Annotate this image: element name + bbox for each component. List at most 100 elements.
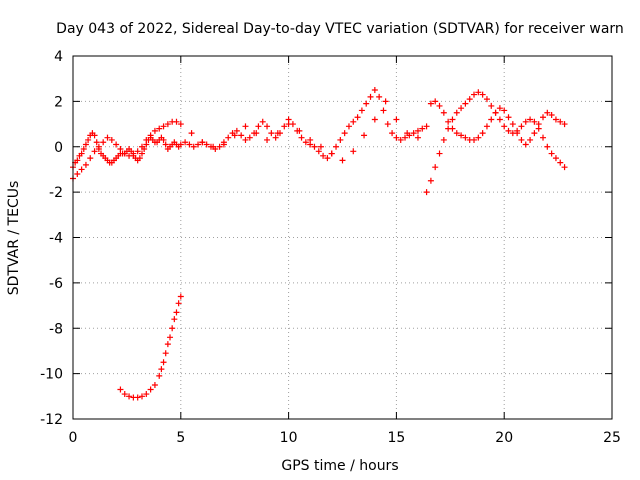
data-point: [337, 136, 344, 143]
data-point: [147, 132, 154, 139]
data-point: [151, 381, 158, 388]
data-point: [100, 139, 107, 146]
data-point: [544, 109, 551, 116]
data-point: [341, 130, 348, 137]
data-point: [138, 150, 145, 157]
data-point: [164, 121, 171, 128]
data-point: [320, 152, 327, 159]
data-point: [307, 136, 314, 143]
data-point: [188, 130, 195, 137]
data-point: [531, 130, 538, 137]
x-tick-label: 20: [495, 430, 513, 446]
data-point: [264, 136, 271, 143]
data-point: [367, 93, 374, 100]
data-point: [259, 118, 266, 125]
data-point: [210, 143, 217, 150]
data-point: [453, 130, 460, 137]
data-point: [87, 155, 94, 162]
data-point: [238, 132, 245, 139]
data-point: [253, 130, 260, 137]
data-point: [315, 148, 322, 155]
y-tick-label: -10: [40, 367, 63, 383]
data-point: [121, 150, 128, 157]
data-point: [535, 121, 542, 128]
data-point: [557, 118, 564, 125]
data-point: [167, 334, 174, 341]
data-point: [134, 148, 141, 155]
y-tick-label: -8: [49, 321, 63, 337]
data-point: [281, 123, 288, 130]
data-point: [203, 141, 210, 148]
data-point: [113, 141, 120, 148]
data-point: [445, 118, 452, 125]
data-point: [483, 123, 490, 130]
data-point: [436, 102, 443, 109]
data-point: [479, 91, 486, 98]
data-point: [423, 123, 430, 130]
data-point: [82, 141, 89, 148]
data-point: [548, 111, 555, 118]
data-point: [402, 134, 409, 141]
data-point: [93, 139, 100, 146]
data-point: [540, 114, 547, 121]
data-point: [264, 123, 271, 130]
data-point: [78, 166, 85, 173]
tick-labels: 0 5 10 15 20 25 -12 -10 -8 -6 -4 -2 0 2 4: [40, 49, 621, 446]
data-point: [427, 177, 434, 184]
data-point: [126, 393, 133, 400]
data-point: [527, 116, 534, 123]
data-point: [242, 123, 249, 130]
data-point: [414, 127, 421, 134]
data-point: [160, 136, 167, 143]
data-point: [488, 102, 495, 109]
data-point: [345, 123, 352, 130]
data-point: [274, 130, 281, 137]
data-point: [216, 143, 223, 150]
y-axis-label: SDTVAR / TECUs: [6, 181, 22, 296]
data-point: [397, 136, 404, 143]
data-point: [505, 114, 512, 121]
data-point: [328, 150, 335, 157]
data-point: [471, 91, 478, 98]
data-point: [432, 98, 439, 105]
chart-title: Day 043 of 2022, Sidereal Day-to-day VTE…: [56, 21, 624, 37]
data-point: [246, 134, 253, 141]
data-point: [80, 146, 87, 153]
data-point: [518, 123, 525, 130]
data-point: [393, 134, 400, 141]
data-point: [462, 100, 469, 107]
data-point: [160, 359, 167, 366]
data-point: [552, 116, 559, 123]
data-point: [540, 134, 547, 141]
data-point: [505, 127, 512, 134]
data-point: [91, 132, 98, 139]
data-point: [483, 96, 490, 103]
data-point: [85, 136, 92, 143]
data-point: [501, 107, 508, 114]
data-point: [479, 130, 486, 137]
data-point: [324, 155, 331, 162]
data-point: [147, 386, 154, 393]
data-point: [514, 130, 521, 137]
data-point: [544, 143, 551, 150]
data-point: [169, 325, 176, 332]
data-point: [475, 89, 482, 96]
data-point: [311, 143, 318, 150]
data-point: [414, 134, 421, 141]
series-secondary-arc: [70, 98, 421, 182]
data-point: [151, 127, 158, 134]
data-point: [492, 109, 499, 116]
data-point: [518, 136, 525, 143]
data-point: [471, 136, 478, 143]
x-tick-label: 15: [387, 430, 405, 446]
data-point: [475, 134, 482, 141]
data-point: [175, 300, 182, 307]
x-tick-label: 0: [69, 430, 78, 446]
x-tick-label: 25: [603, 430, 621, 446]
data-point: [195, 141, 202, 148]
data-point: [182, 139, 189, 146]
data-point: [449, 116, 456, 123]
data-point: [557, 159, 564, 166]
data-point: [317, 143, 324, 150]
data-point: [552, 155, 559, 162]
